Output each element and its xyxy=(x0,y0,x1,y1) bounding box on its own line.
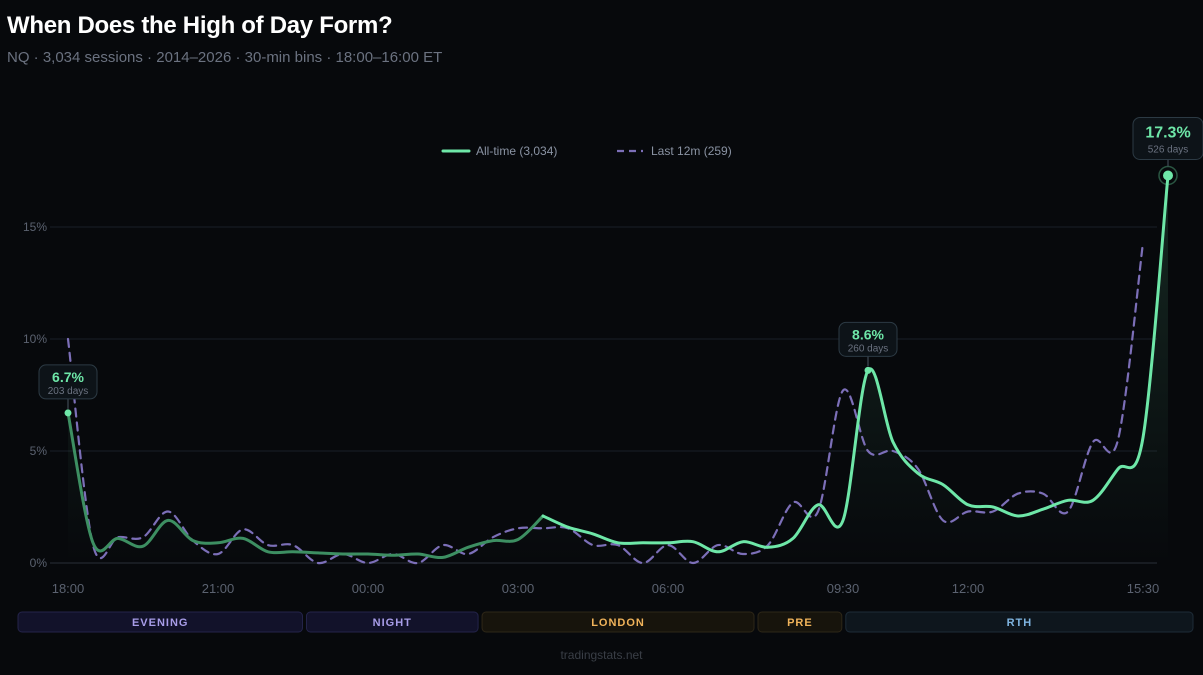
callout-days: 203 days xyxy=(48,386,89,397)
watermark: tradingstats.net xyxy=(560,648,643,662)
series-all-time-line-early xyxy=(66,411,545,560)
x-tick-label: 06:00 xyxy=(652,581,685,596)
chart-subtitle: NQ · 3,034 sessions · 2014–2026 · 30-min… xyxy=(7,49,443,66)
annotated-point xyxy=(864,366,872,374)
session-pre xyxy=(757,611,843,633)
callout-box xyxy=(1132,116,1203,160)
area-fill xyxy=(68,175,1168,563)
session-night xyxy=(305,611,479,633)
callout-days: 526 days xyxy=(1148,144,1189,155)
markers: 6.7%203 days 8.6%260 days 17.3% 526 days xyxy=(38,116,1203,417)
series-last-12m-line xyxy=(66,241,1145,565)
all-time-area xyxy=(68,175,1168,563)
session-label-london: LONDON xyxy=(591,617,645,629)
session-evening xyxy=(17,611,303,633)
callout-value: 8.6% xyxy=(852,326,884,342)
session-london xyxy=(481,611,755,633)
session-label-rth: RTH xyxy=(1007,617,1033,629)
session-label-evening: EVENING xyxy=(132,617,189,629)
peak-point xyxy=(1163,170,1173,181)
callout-value: 6.7% xyxy=(52,369,84,385)
y-tick-label: 5% xyxy=(30,444,48,458)
y-tick-label: 0% xyxy=(30,556,48,570)
callout-box xyxy=(838,321,898,357)
legend-label-last-12m: Last 12m (259) xyxy=(651,144,732,158)
y-tick-label: 15% xyxy=(23,220,47,234)
x-tick-label: 12:00 xyxy=(952,581,985,596)
x-tick-label: 03:00 xyxy=(502,581,535,596)
series-lines xyxy=(66,174,1170,565)
session-rth xyxy=(845,611,1194,633)
x-tick-label: 00:00 xyxy=(352,581,385,596)
callout-box xyxy=(38,364,98,400)
callout-value: 17.3% xyxy=(1145,124,1190,141)
x-tick-label: 09:30 xyxy=(827,581,860,596)
x-tick-label: 18:00 xyxy=(52,581,85,596)
legend: All-time (3,034) Last 12m (259) xyxy=(441,144,732,158)
x-tick-label: 15:30 xyxy=(1127,581,1160,596)
chart-title: When Does the High of Day Form? xyxy=(7,12,393,39)
y-tick-label: 10% xyxy=(23,332,47,346)
session-label-night: NIGHT xyxy=(373,617,412,629)
annotated-point xyxy=(64,409,72,417)
callout-days: 260 days xyxy=(848,343,889,354)
session-label-pre: PRE xyxy=(787,617,813,629)
x-tick-label: 21:00 xyxy=(202,581,235,596)
session-bar: EVENING NIGHT LONDON PRE RTH xyxy=(17,611,1194,633)
y-axis: 0% 5% 10% 15% xyxy=(23,220,47,570)
x-axis: 18:00 21:00 00:00 03:00 06:00 09:30 12:00 15:30 xyxy=(52,581,1160,596)
legend-label-all-time: All-time (3,034) xyxy=(476,144,557,158)
